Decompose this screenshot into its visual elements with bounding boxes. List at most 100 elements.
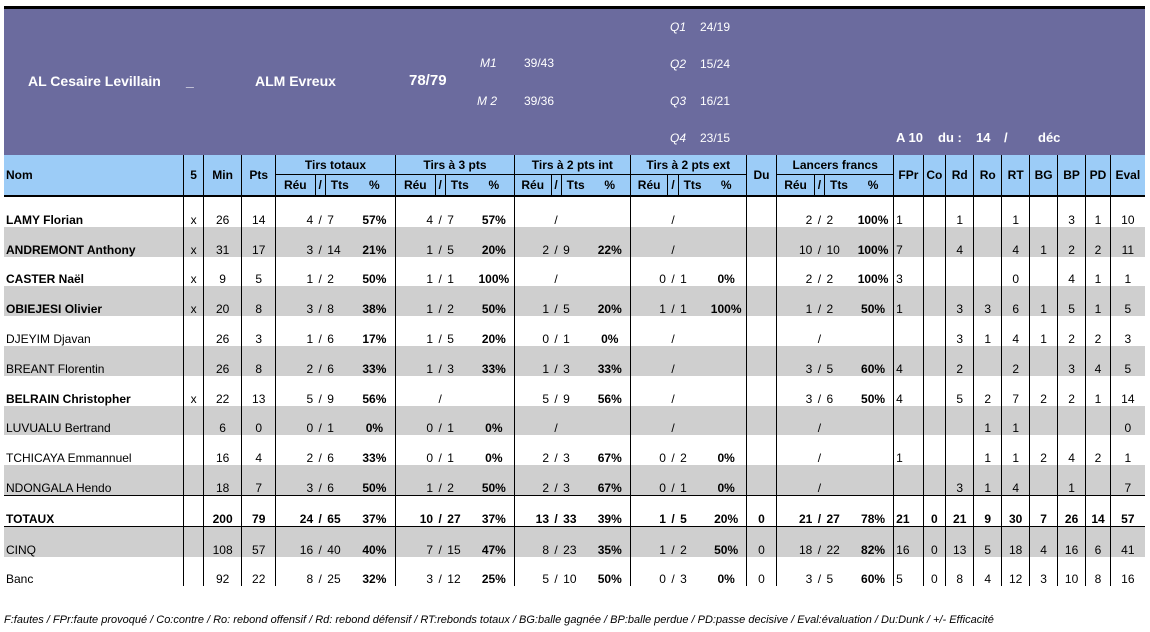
t2ext-pct: 0% (706, 556, 747, 587)
tt-slash: / (318, 572, 322, 587)
fpr-cell: 16 (893, 525, 924, 557)
tt-slash: / (318, 331, 322, 346)
t2ext-made (630, 376, 668, 406)
t2ext-att: 1 (680, 272, 687, 287)
t2int-att: 33 (561, 494, 590, 527)
ft-att (824, 465, 853, 496)
dunk-cell (746, 435, 778, 466)
ft-att: 10 (824, 226, 853, 257)
t2int-slash: / (551, 494, 562, 527)
t2ext-pct (706, 345, 747, 376)
t2int-att: 23 (561, 525, 590, 557)
t2ext-pct (706, 375, 747, 406)
dunk-cell (746, 405, 778, 436)
date-day: 14 (976, 130, 991, 145)
ft-slash: / (817, 331, 822, 346)
t3-att: 5 (445, 226, 474, 257)
bp-cell: 5 (1057, 286, 1087, 317)
tt-slash: / (318, 391, 322, 406)
pd-cell (1085, 465, 1111, 496)
tt-pct: 17% (353, 316, 396, 346)
t3-slash: / (435, 525, 446, 557)
eval-cell: 57 (1110, 494, 1145, 527)
fpr-cell (893, 405, 924, 436)
t2ext-att (678, 405, 707, 436)
pts-cell: 7 (241, 465, 276, 496)
q3-label: Q3 (670, 94, 687, 108)
t3-made: 0 (426, 451, 434, 466)
tt-made: 1 (306, 331, 314, 346)
pd-cell: 4 (1085, 345, 1111, 376)
min-cell: 6 (203, 405, 243, 436)
tt-slash: / (315, 226, 326, 257)
top-rule (4, 6, 1145, 9)
sub-tts: Tts (324, 174, 354, 197)
pts-cell: 3 (241, 316, 276, 346)
ro-cell: 4 (973, 556, 1002, 587)
co-cell (923, 435, 947, 466)
t3-made: 1 (395, 465, 436, 496)
t3-slash: / (435, 226, 446, 257)
dunk-cell (746, 316, 778, 346)
t2ext-slash: / (671, 272, 675, 287)
t3-att: 1 (445, 405, 474, 436)
summary-row: Banc 92 22 8/25 32% 3/12 25% 5/10 50% 0/3 0% 0 3/5 60… (4, 556, 1145, 587)
q2-value: 15/24 (700, 57, 731, 71)
fpr-cell: 4 (893, 345, 924, 376)
ft-made: 10 (776, 226, 815, 257)
bg-cell: 3 (1029, 556, 1058, 587)
ft-pct: 60% (852, 345, 895, 376)
ft-att: 2 (824, 286, 853, 317)
co-cell (923, 375, 947, 406)
tt-made: 2 (306, 451, 314, 466)
t3-slash: / (435, 405, 446, 436)
fpr-cell (893, 465, 924, 496)
ft-att: 2 (826, 212, 834, 227)
ro-cell: 1 (973, 435, 1002, 466)
tt-slash: / (318, 451, 322, 466)
t3-att: 2 (445, 286, 474, 317)
sub-tts: Tts (444, 174, 474, 197)
col-ro: Ro (973, 155, 1002, 197)
t2int-made (514, 257, 551, 287)
tt-made: 3 (275, 465, 316, 496)
ft-pct: 100% (852, 226, 895, 257)
tt-att: 8 (325, 286, 354, 317)
t2int-pct (589, 196, 631, 227)
ro-cell: 1 (973, 316, 1002, 346)
eval-cell: 11 (1110, 226, 1145, 257)
t2int-pct: 22% (589, 226, 631, 257)
co-cell: 0 (923, 494, 947, 527)
tt-pct: 21% (353, 226, 396, 257)
ft-att: 5 (826, 572, 834, 587)
t2int-att: 10 (563, 572, 577, 587)
tt-pct: 50% (353, 256, 396, 287)
ft-slash: / (814, 494, 825, 527)
t2ext-made: 1 (630, 286, 668, 317)
col-co: Co (923, 155, 947, 197)
t2int-pct: 50% (589, 556, 631, 587)
bp-cell: 1 (1057, 465, 1087, 496)
sub-tts: Tts (823, 174, 853, 197)
t3-made: 7 (395, 525, 436, 557)
bg-cell: 1 (1029, 226, 1058, 257)
t2int-slash: / (554, 451, 558, 466)
bg-cell: 2 (1029, 375, 1058, 406)
t2ext-made: 1 (630, 494, 668, 527)
t3-slash: / (438, 572, 442, 587)
table-row: ANDREMONT Anthony x 31 17 3/14 21% 1/5 20% 2/9 22… (4, 226, 1145, 257)
tt-att: 40 (325, 525, 354, 557)
t3-pct: 0% (473, 405, 515, 436)
ft-slash: / (817, 272, 822, 287)
pts-cell: 5 (241, 256, 276, 287)
t2int-made: 8 (514, 525, 552, 557)
legend-footer: F:fautes / FPr:faute provoqué / Co:contr… (4, 614, 994, 626)
five-cell (183, 345, 204, 376)
tt-made: 16 (275, 525, 316, 557)
tt-made: 3 (275, 226, 316, 257)
five-cell (183, 525, 204, 557)
sub-pct: % (852, 174, 895, 197)
tt-att: 6 (325, 465, 354, 496)
rd-cell: 3 (945, 465, 975, 496)
tt-pct: 0% (353, 405, 396, 436)
